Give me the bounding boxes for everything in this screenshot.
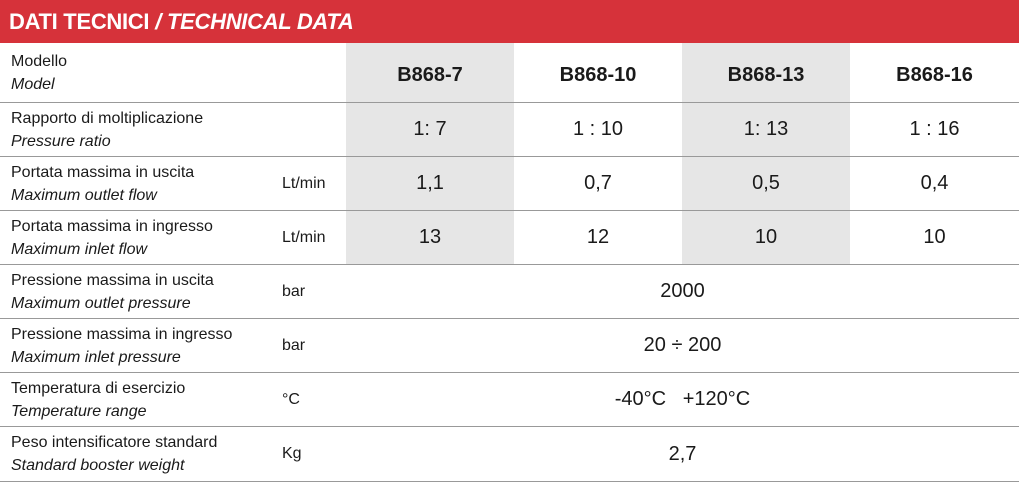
value-cell: 2,7 [346,426,1019,482]
unit-cell: bar [270,264,346,319]
row-label: Peso intensificatore standard Standard b… [0,426,270,482]
label-english: Maximum inlet flow [11,240,148,258]
row-label: Modello Model [0,43,270,103]
row-outlet-flow: Portata massima in uscita Maximum outlet… [0,156,1019,211]
value-cell: 2000 [346,264,1019,319]
row-label: Rapporto di moltiplicazione Pressure rat… [0,102,270,157]
label-english: Model [11,75,55,93]
row-inlet-flow: Portata massima in ingresso Maximum inle… [0,210,1019,265]
value-cell: 0,7 [514,156,682,211]
label-english: Standard booster weight [11,457,185,474]
label-italian: Peso intensificatore standard [11,434,218,451]
label-english: Temperature range [11,402,147,420]
label-italian: Pressione massima in uscita [11,271,214,289]
value-cell: 12 [514,210,682,265]
row-label: Portata massima in ingresso Maximum inle… [0,210,270,265]
model-header: B868-16 [850,43,1019,103]
label-english: Pressure ratio [11,132,111,150]
value-cell: 1: 7 [346,102,514,157]
unit-cell: bar [270,318,346,373]
unit-cell: Lt/min [270,210,346,265]
value-cell: 13 [346,210,514,265]
label-italian: Portata massima in ingresso [11,217,213,235]
row-outlet-pressure: Pressione massima in uscita Maximum outl… [0,264,1019,319]
model-header: B868-7 [346,43,514,103]
model-header: B868-10 [514,43,682,103]
row-weight: Peso intensificatore standard Standard b… [0,426,1019,482]
unit-cell [270,43,346,103]
unit-cell: Kg [270,426,346,482]
unit-cell: Lt/min [270,156,346,211]
technical-data-table: Modello Model B868-7 B868-10 B868-13 B86… [0,43,1019,482]
model-header: B868-13 [682,43,850,103]
value-cell: 0,5 [682,156,850,211]
title-italian: DATI TECNICI [9,8,150,34]
row-temperature: Temperatura di esercizio Temperature ran… [0,372,1019,427]
row-label: Temperatura di esercizio Temperature ran… [0,372,270,427]
unit-cell [270,102,346,157]
label-italian: Temperatura di esercizio [11,379,186,397]
row-label: Pressione massima in uscita Maximum outl… [0,264,270,319]
value-cell: 20 ÷ 200 [346,318,1019,373]
value-cell: 10 [850,210,1019,265]
value-cell: 10 [682,210,850,265]
label-italian: Modello [11,52,68,70]
value-cell: 1,1 [346,156,514,211]
row-model: Modello Model B868-7 B868-10 B868-13 B86… [0,43,1019,103]
value-cell: -40°C +120°C [346,372,1019,427]
row-label: Pressione massima in ingresso Maximum in… [0,318,270,373]
label-english: Maximum outlet pressure [11,294,191,312]
label-italian: Rapporto di moltiplicazione [11,109,204,127]
label-italian: Portata massima in uscita [11,163,195,181]
title-separator: / [155,8,162,34]
label-english: Maximum inlet pressure [11,348,181,366]
value-cell: 1: 13 [682,102,850,157]
row-inlet-pressure: Pressione massima in ingresso Maximum in… [0,318,1019,373]
table-title: DATI TECNICI / TECHNICAL DATA [0,0,1019,43]
label-english: Maximum outlet flow [11,186,157,204]
value-cell: 0,4 [850,156,1019,211]
row-pressure-ratio: Rapporto di moltiplicazione Pressure rat… [0,102,1019,157]
unit-cell: °C [270,372,346,427]
label-italian: Pressione massima in ingresso [11,325,233,343]
title-english: TECHNICAL DATA [167,8,354,34]
value-cell: 1 : 16 [850,102,1019,157]
value-cell: 1 : 10 [514,102,682,157]
row-label: Portata massima in uscita Maximum outlet… [0,156,270,211]
